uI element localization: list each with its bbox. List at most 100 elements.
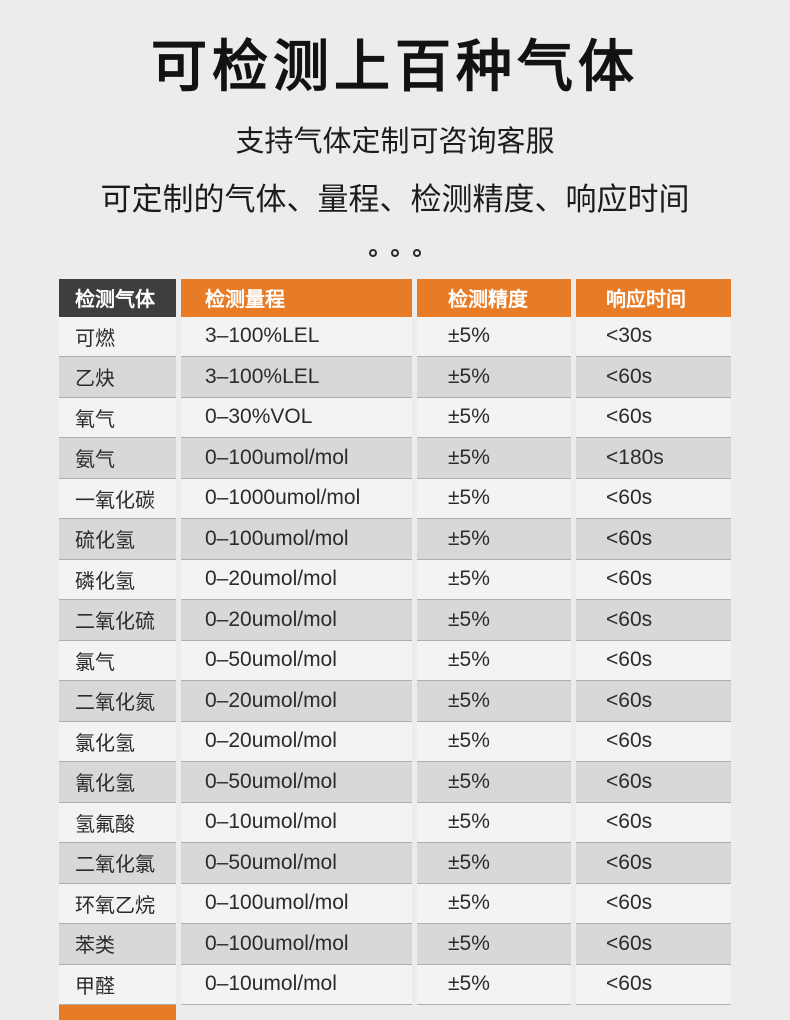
precision-cell: ±5% bbox=[417, 357, 571, 398]
gas-name-cell: 一氧化碳 bbox=[59, 478, 176, 520]
precision-cell: ±5% bbox=[417, 438, 571, 479]
range-cell: 0–100umol/mol bbox=[181, 438, 412, 479]
gas-name-cell: 氢氟酸 bbox=[59, 802, 176, 844]
header-precision: 检测精度 bbox=[417, 278, 571, 317]
response-time-cell: <60s bbox=[576, 681, 731, 722]
response-time-cell: <60s bbox=[576, 964, 731, 1006]
range-cell: 0–100umol/mol bbox=[181, 924, 412, 965]
table-row: 氢氟酸 0–10umol/mol ±5% <60s bbox=[59, 802, 731, 844]
response-time-cell: <60s bbox=[576, 600, 731, 641]
gas-name-cell: 甲醛 bbox=[59, 964, 176, 1006]
table-row: 氯气 0–50umol/mol ±5% <60s bbox=[59, 640, 731, 682]
table-header-row: 检测气体 检测量程 检测精度 响应时间 bbox=[59, 278, 731, 317]
range-cell: 0–100umol/mol bbox=[181, 519, 412, 560]
range-cell: 0–10umol/mol bbox=[181, 802, 412, 844]
range-cell: 0–50umol/mol bbox=[181, 843, 412, 884]
response-time-cell: <30s bbox=[576, 316, 731, 358]
response-time-cell: <60s bbox=[576, 802, 731, 844]
table-row: 氯化氢 0–20umol/mol ±5% <60s bbox=[59, 721, 731, 763]
range-cell: 0–50umol/mol bbox=[181, 640, 412, 682]
table-body: 可燃 3–100%LEL ±5% <30s 乙炔 3–100%LEL ±5% <60s 氧气 0–… bbox=[59, 316, 731, 1006]
precision-cell: ±5% bbox=[417, 316, 571, 358]
range-cell: 0–20umol/mol bbox=[181, 600, 412, 641]
header-response: 响应时间 bbox=[576, 278, 731, 317]
table-row: 氧气 0–30%VOL ±5% <60s bbox=[59, 397, 731, 439]
table-row: 二氧化氮 0–20umol/mol ±5% <60s bbox=[59, 681, 731, 722]
precision-cell: ±5% bbox=[417, 600, 571, 641]
decorative-dots bbox=[0, 248, 790, 257]
precision-cell: ±5% bbox=[417, 883, 571, 925]
table-row: 氰化氢 0–50umol/mol ±5% <60s bbox=[59, 762, 731, 803]
table-row: 二氧化氯 0–50umol/mol ±5% <60s bbox=[59, 843, 731, 884]
precision-cell: ±5% bbox=[417, 802, 571, 844]
range-cell: 0–20umol/mol bbox=[181, 681, 412, 722]
table-row: 二氧化硫 0–20umol/mol ±5% <60s bbox=[59, 600, 731, 641]
gas-name-cell: 硫化氢 bbox=[59, 519, 176, 560]
range-cell: 0–50umol/mol bbox=[181, 762, 412, 803]
gas-name-cell: 苯类 bbox=[59, 924, 176, 965]
range-cell: 0–100umol/mol bbox=[181, 883, 412, 925]
precision-cell: ±5% bbox=[417, 762, 571, 803]
precision-cell: ±5% bbox=[417, 640, 571, 682]
response-time-cell: <60s bbox=[576, 924, 731, 965]
response-time-cell: <60s bbox=[576, 762, 731, 803]
range-cell: 3–100%LEL bbox=[181, 357, 412, 398]
range-cell: 0–20umol/mol bbox=[181, 559, 412, 601]
table-footer-accent-bar bbox=[59, 1005, 176, 1020]
response-time-cell: <60s bbox=[576, 357, 731, 398]
table-row: 环氧乙烷 0–100umol/mol ±5% <60s bbox=[59, 883, 731, 925]
table-row: 可燃 3–100%LEL ±5% <30s bbox=[59, 316, 731, 358]
gas-name-cell: 氯化氢 bbox=[59, 721, 176, 763]
gas-name-cell: 氯气 bbox=[59, 640, 176, 682]
table-row: 氨气 0–100umol/mol ±5% <180s bbox=[59, 438, 731, 479]
response-time-cell: <60s bbox=[576, 478, 731, 520]
gas-name-cell: 磷化氢 bbox=[59, 559, 176, 601]
response-time-cell: <60s bbox=[576, 721, 731, 763]
subtitle-customization: 支持气体定制可咨询客服 bbox=[235, 125, 555, 158]
response-time-cell: <60s bbox=[576, 397, 731, 439]
range-cell: 3–100%LEL bbox=[181, 316, 412, 358]
dot-icon bbox=[413, 248, 421, 257]
gas-name-cell: 二氧化氯 bbox=[59, 843, 176, 884]
dot-icon bbox=[369, 248, 377, 257]
response-time-cell: <60s bbox=[576, 519, 731, 560]
header-range: 检测量程 bbox=[181, 278, 412, 317]
gas-detection-table: 检测气体 检测量程 检测精度 响应时间 可燃 3–100%LEL ±5% <30s 乙炔… bbox=[59, 278, 731, 1020]
response-time-cell: <60s bbox=[576, 843, 731, 884]
gas-name-cell: 可燃 bbox=[59, 316, 176, 358]
gas-name-cell: 乙炔 bbox=[59, 357, 176, 398]
table-row: 乙炔 3–100%LEL ±5% <60s bbox=[59, 357, 731, 398]
table-row: 硫化氢 0–100umol/mol ±5% <60s bbox=[59, 519, 731, 560]
dot-icon bbox=[391, 248, 399, 257]
precision-cell: ±5% bbox=[417, 681, 571, 722]
response-time-cell: <60s bbox=[576, 559, 731, 601]
table-row: 甲醛 0–10umol/mol ±5% <60s bbox=[59, 964, 731, 1006]
response-time-cell: <180s bbox=[576, 438, 731, 479]
precision-cell: ±5% bbox=[417, 397, 571, 439]
gas-name-cell: 二氧化氮 bbox=[59, 681, 176, 722]
range-cell: 0–20umol/mol bbox=[181, 721, 412, 763]
header-gas-name: 检测气体 bbox=[59, 278, 176, 317]
precision-cell: ±5% bbox=[417, 843, 571, 884]
gas-name-cell: 二氧化硫 bbox=[59, 600, 176, 641]
gas-name-cell: 氧气 bbox=[59, 397, 176, 439]
response-time-cell: <60s bbox=[576, 640, 731, 682]
precision-cell: ±5% bbox=[417, 964, 571, 1006]
response-time-cell: <60s bbox=[576, 883, 731, 925]
table-row: 一氧化碳 0–1000umol/mol ±5% <60s bbox=[59, 478, 731, 520]
table-row: 磷化氢 0–20umol/mol ±5% <60s bbox=[59, 559, 731, 601]
range-cell: 0–1000umol/mol bbox=[181, 478, 412, 520]
subtitle-custom-options: 可定制的气体、量程、检测精度、响应时间 bbox=[100, 181, 690, 217]
precision-cell: ±5% bbox=[417, 519, 571, 560]
range-cell: 0–10umol/mol bbox=[181, 964, 412, 1006]
gas-name-cell: 氨气 bbox=[59, 438, 176, 479]
gas-name-cell: 环氧乙烷 bbox=[59, 883, 176, 925]
gas-name-cell: 氰化氢 bbox=[59, 762, 176, 803]
range-cell: 0–30%VOL bbox=[181, 397, 412, 439]
precision-cell: ±5% bbox=[417, 924, 571, 965]
precision-cell: ±5% bbox=[417, 478, 571, 520]
page-title: 可检测上百种气体 bbox=[151, 35, 639, 98]
precision-cell: ±5% bbox=[417, 721, 571, 763]
precision-cell: ±5% bbox=[417, 559, 571, 601]
